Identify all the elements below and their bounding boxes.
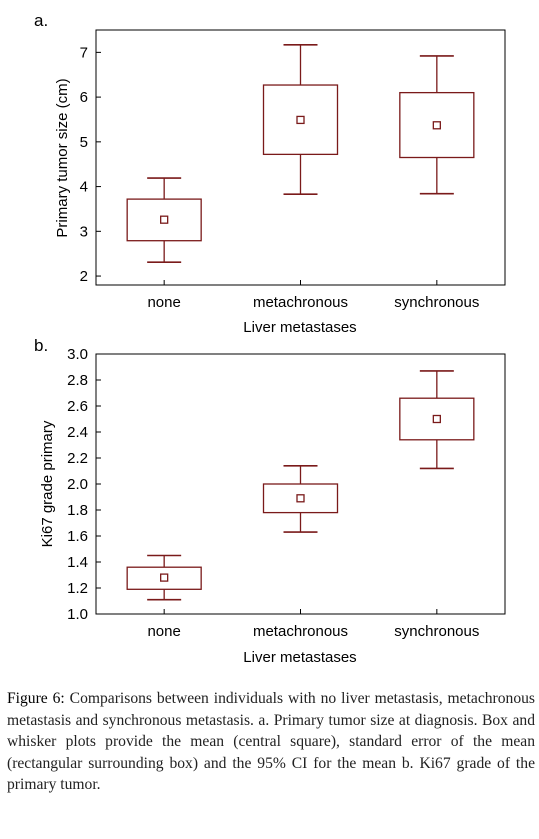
chart-panel-b: b. 1.0 1.2 1.4 1.6 1.8 2.0 2.2 2.4 2.6 2.8 3.0 non…: [34, 336, 506, 666]
figure-charts: a. 2 3 4 5 6 7 none metachronous synchronous Li…: [34, 11, 506, 666]
boxes-b: [126, 370, 475, 601]
y-tick-label-b: 3.0: [67, 346, 88, 363]
y-tick-label-b: 1.4: [67, 554, 88, 571]
y-tick-label-a: 4: [80, 179, 88, 196]
y-tick-label-b: 1.2: [67, 580, 88, 597]
mean-marker: [432, 121, 441, 130]
y-tick-label-b: 2.0: [67, 476, 88, 493]
y-tick-label-b: 2.6: [67, 398, 88, 415]
x-category-label-b: synchronous: [394, 623, 479, 640]
y-axis-ticks-b: 1.0 1.2 1.4 1.6 1.8 2.0 2.2 2.4 2.6 2.8 3.0: [67, 346, 101, 623]
x-axis-categories-a: none metachronous synchronous: [147, 280, 479, 311]
x-axis-categories-b: none metachronous synchronous: [147, 609, 479, 640]
y-tick-label-b: 2.8: [67, 372, 88, 389]
mean-marker: [296, 115, 305, 125]
y-axis-ticks-a: 2 3 4 5 6 7: [80, 44, 101, 285]
x-category-label-a: synchronous: [394, 294, 479, 311]
x-category-label-a: none: [147, 294, 180, 311]
box-group-a: [262, 43, 339, 195]
y-tick-label-a: 3: [80, 223, 88, 240]
x-category-label-a: metachronous: [253, 294, 348, 311]
y-tick-label-a: 6: [80, 89, 88, 106]
y-tick-label-b: 1.6: [67, 528, 88, 545]
mean-marker: [160, 573, 169, 582]
boxes-a: [126, 43, 475, 263]
y-tick-label-a: 5: [80, 134, 88, 151]
y-tick-label-b: 1.0: [67, 606, 88, 623]
y-axis-label-a: Primary tumor size (cm): [54, 78, 71, 237]
box-group-b: [126, 554, 202, 601]
box-group-a: [126, 177, 202, 263]
x-category-label-b: metachronous: [253, 623, 348, 640]
box-group-b: [399, 370, 475, 470]
y-tick-label-a: 2: [80, 268, 88, 285]
figure-caption: Figure 6: Comparisons between individual…: [7, 688, 535, 796]
mean-marker: [296, 494, 305, 503]
panel-label-a: a.: [34, 11, 48, 30]
caption-label: Figure 6:: [7, 690, 65, 707]
box-group-b: [262, 464, 339, 533]
panel-label-b: b.: [34, 336, 48, 355]
y-tick-label-b: 2.4: [67, 424, 88, 441]
y-tick-label-b: 1.8: [67, 502, 88, 519]
x-axis-label-b: Liver metastases: [243, 649, 356, 666]
x-category-label-b: none: [147, 623, 180, 640]
y-tick-label-b: 2.2: [67, 450, 88, 467]
mean-marker: [432, 414, 441, 424]
y-axis-label-b: Ki67 grade primary: [39, 420, 56, 547]
box-group-a: [399, 55, 475, 195]
chart-panel-a: a. 2 3 4 5 6 7 none metachronous synchronous Li…: [34, 11, 506, 336]
mean-marker: [160, 215, 169, 224]
x-axis-label-a: Liver metastases: [243, 319, 356, 336]
y-tick-label-a: 7: [80, 44, 88, 61]
caption-text: Comparisons between individuals with no …: [7, 690, 535, 793]
